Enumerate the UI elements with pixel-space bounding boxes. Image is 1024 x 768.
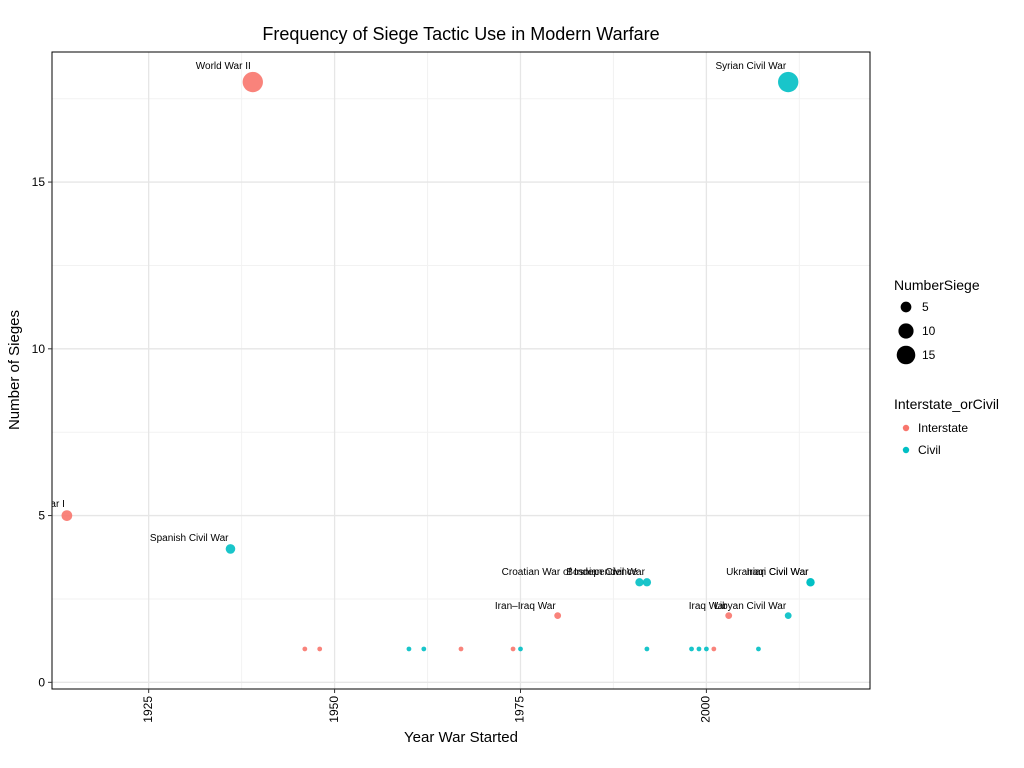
point-civil (644, 646, 650, 652)
point-interstate (711, 646, 717, 652)
point-civil (806, 578, 815, 587)
point-label: Ukranian Civil War (726, 567, 809, 578)
color-legend-key (902, 446, 910, 454)
point-label: Iraqi Civil War (747, 567, 810, 578)
point-civil (421, 646, 427, 652)
point-label: Croatian War of Independence (502, 567, 638, 578)
point-interstate (510, 646, 516, 652)
x-tick-label: 1950 (327, 696, 341, 723)
point-label: Iraq War (689, 601, 728, 612)
x-axis-label: Year War Started (404, 729, 518, 746)
point-civil (784, 612, 792, 620)
point-label: World War II (196, 61, 251, 72)
y-tick-label: 5 (38, 509, 45, 523)
x-tick-label: 2000 (699, 696, 713, 723)
color-legend: Interstate_orCivil Interstate Civil (894, 396, 999, 457)
point-interstate (554, 612, 562, 620)
color-legend-title: Interstate_orCivil (894, 396, 999, 412)
size-legend-title: NumberSiege (894, 277, 980, 293)
point-label: Iran–Iraq War (495, 601, 556, 612)
point-label: Syrian Civil War (715, 61, 786, 72)
point-civil (704, 646, 709, 652)
point-civil (225, 544, 236, 554)
size-legend-key (896, 345, 916, 365)
minor-gridlines (52, 52, 870, 689)
size-legend-label: 5 (922, 300, 929, 314)
size-legend-label: 10 (922, 324, 936, 338)
point-label: Spanish Civil War (150, 533, 229, 544)
size-legend: NumberSiege 5 10 15 (894, 277, 980, 365)
point-labels: World War I World War II Iran–Iraq War Iraq… (13, 61, 810, 612)
point-interstate (317, 646, 323, 652)
plot-panel-border (51, 51, 871, 690)
point-civil (696, 646, 702, 652)
point-label: Libyan Civil War (714, 601, 787, 612)
color-legend-key (902, 424, 910, 432)
point-interstate (725, 612, 733, 620)
major-gridlines (52, 52, 870, 689)
size-legend-key (898, 323, 914, 339)
point-interstate (242, 71, 263, 93)
color-legend-label: Interstate (918, 421, 968, 435)
point-label: Bosnian Civil War (566, 567, 645, 578)
color-legend-label: Civil (918, 443, 941, 457)
point-civil (778, 71, 799, 93)
y-axis-ticks: 0 5 10 15 (32, 175, 52, 689)
point-civil (518, 646, 523, 652)
point-civil (756, 646, 761, 652)
point-civil (689, 646, 694, 652)
chart-title: Frequency of Siege Tactic Use in Modern … (262, 24, 659, 44)
y-tick-label: 15 (32, 175, 46, 189)
point-interstate (458, 646, 464, 652)
size-legend-key (900, 301, 912, 313)
size-legend-label: 15 (922, 348, 936, 362)
data-points (61, 71, 815, 652)
point-interstate (61, 510, 73, 521)
x-tick-label: 1975 (513, 696, 527, 723)
y-tick-label: 10 (32, 342, 46, 356)
point-civil (642, 578, 652, 587)
point-civil (406, 646, 412, 652)
point-civil (635, 578, 644, 587)
point-label: World War I (13, 499, 65, 510)
y-axis-label: Number of Sieges (6, 310, 23, 430)
x-axis-ticks: 1925 1950 1975 2000 (141, 689, 713, 723)
x-tick-label: 1925 (141, 696, 155, 723)
y-tick-label: 0 (38, 675, 45, 689)
point-interstate (302, 646, 308, 652)
